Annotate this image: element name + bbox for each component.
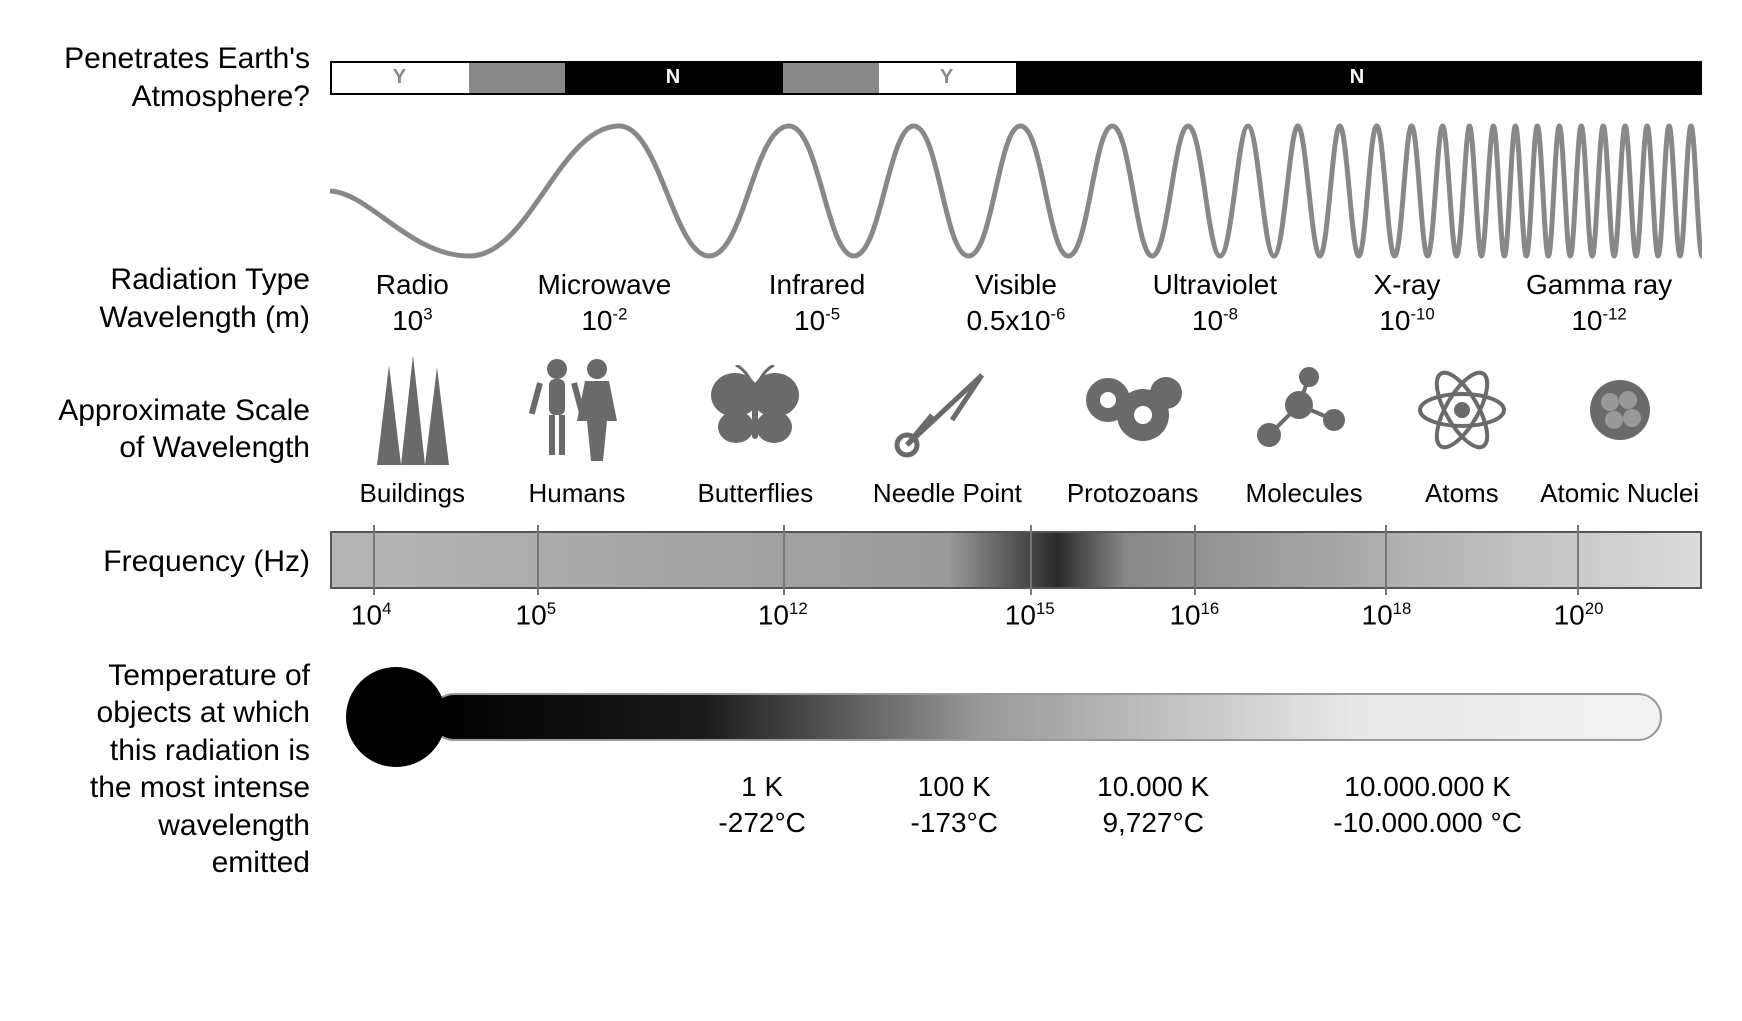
butterfly-icon [659,350,851,470]
thermometer-tube [430,693,1662,741]
protozoan-icon [1043,350,1221,470]
frequency-value: 105 [516,599,557,631]
frequency-label: Frequency (Hz) [20,517,330,581]
scale-icons-row [330,350,1702,470]
frequency-bar [330,531,1702,589]
radiation-type-item: X-ray10-10 [1318,267,1496,340]
temperature-value: 1 K-272°C [659,769,865,842]
frequency-labels: 104 105 1012 1015 1016 1018 1020 [330,599,1702,639]
temperature-value: 100 K-173°C [865,769,1043,842]
scale-item-label: Humans [495,478,660,509]
temperature-value: 10.000 K9,727°C [1043,769,1263,842]
wave-diagram [330,121,1702,261]
humans-icon [495,350,660,470]
atom-icon [1386,350,1537,470]
penetration-label: Penetrates Earth'sAtmosphere? [20,40,330,115]
frequency-value: 1012 [758,599,808,631]
radiation-type-item: Microwave10-2 [495,267,715,340]
frequency-value: 1020 [1554,599,1604,631]
frequency-value: 1015 [1005,599,1055,631]
scale-labels-row: BuildingsHumansButterfliesNeedle PointPr… [330,478,1702,509]
scale-item-label: Atomic Nuclei [1537,478,1702,509]
scale-item-label: Needle Point [851,478,1043,509]
temperature-labels: 1 K-272°C100 K-173°C10.000 K9,727°C10.00… [330,769,1702,849]
radiation-type-label: Radiation TypeWavelength (m) [20,261,330,336]
scale-item-label: Protozoans [1043,478,1221,509]
thermometer [330,677,1702,757]
scale-item-label: Butterflies [659,478,851,509]
scale-item-label: Molecules [1222,478,1387,509]
penetration-segment: Y [332,63,469,93]
radiation-type-item: Visible0.5x10-6 [920,267,1112,340]
frequency-tick [1385,525,1387,595]
radiation-types-row: Radio103Microwave10-2Infrared10-5Visible… [330,267,1702,340]
penetration-bar: YNYN [330,61,1702,95]
temperature-value: 10.000.000 K-10.000.000 °C [1263,769,1592,842]
frequency-tick [783,525,785,595]
penetration-segment [469,63,565,93]
frequency-tick [537,525,539,595]
frequency-value: 1016 [1169,599,1219,631]
frequency-tick [373,525,375,595]
frequency-tick [1194,525,1196,595]
penetration-segment: N [565,63,784,93]
penetration-segment: N [1016,63,1700,93]
frequency-value: 104 [351,599,392,631]
buildings-icon [330,350,495,470]
radiation-type-item: Radio103 [330,267,495,340]
scale-item-label: Atoms [1386,478,1537,509]
frequency-value: 1018 [1362,599,1412,631]
radiation-type-item: Infrared10-5 [714,267,920,340]
nucleus-icon [1537,350,1702,470]
penetration-segment [783,63,879,93]
temperature-label: Temperature ofobjects at whichthis radia… [20,657,330,882]
radiation-type-item: Ultraviolet10-8 [1112,267,1318,340]
molecule-icon [1222,350,1387,470]
scale-label: Approximate Scaleof Wavelength [20,392,330,467]
scale-item-label: Buildings [330,478,495,509]
thermometer-bulb [346,667,446,767]
frequency-tick [1577,525,1579,595]
penetration-segment: Y [879,63,1016,93]
needle-icon [851,350,1043,470]
frequency-tick [1030,525,1032,595]
radiation-type-item: Gamma ray10-12 [1496,267,1702,340]
